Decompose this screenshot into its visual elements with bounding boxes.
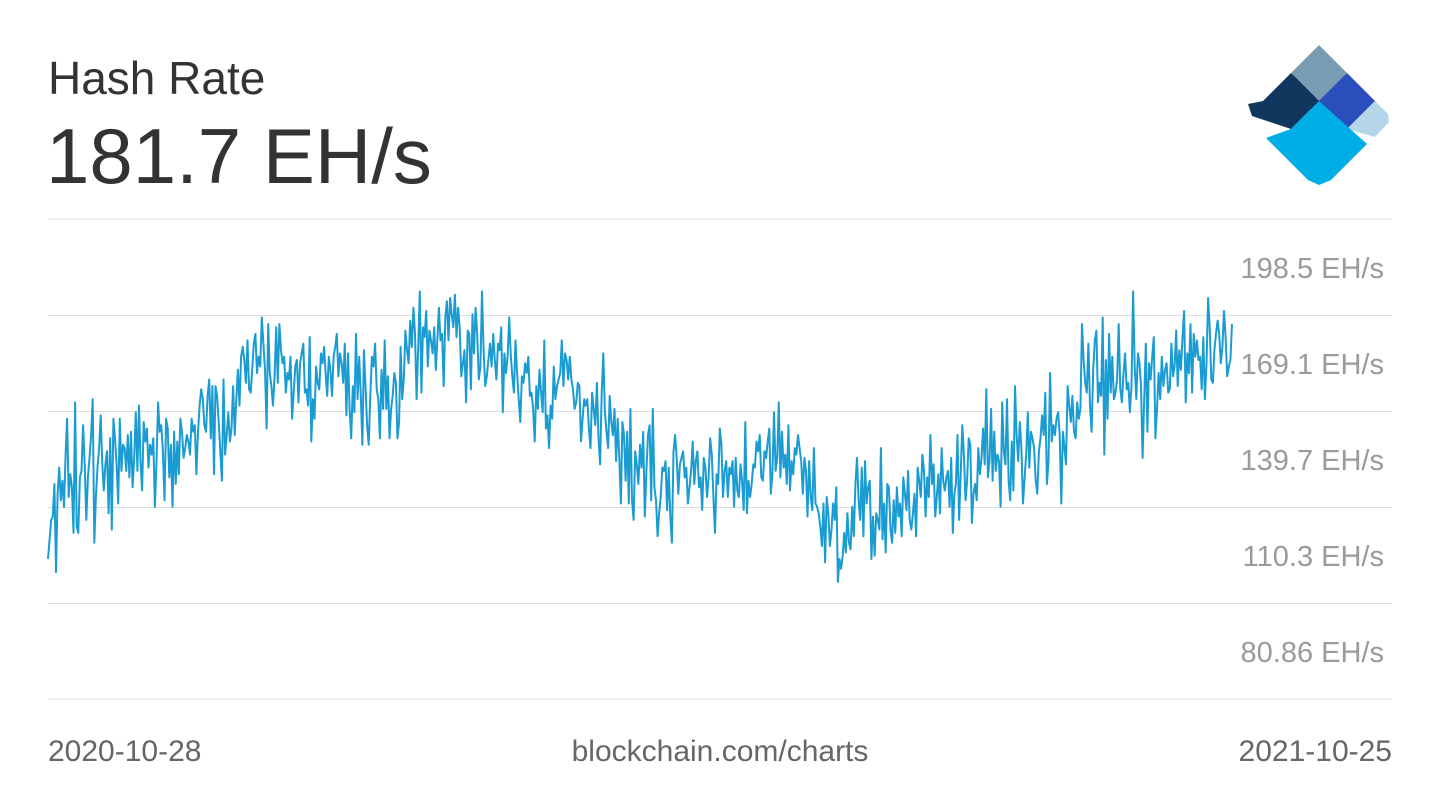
logo-tile-edge	[1347, 101, 1389, 137]
y-axis-ticks: 198.5 EH/s 169.1 EH/s 139.7 EH/s 110.3 EH/s…	[1241, 253, 1384, 669]
y-tick-label: 169.1 EH/s	[1241, 349, 1384, 381]
y-tick-label: 198.5 EH/s	[1241, 253, 1384, 285]
logo-tile-left	[1248, 73, 1319, 129]
blockchain-logo-icon	[1248, 45, 1389, 185]
x-axis-start-label: 2020-10-28	[48, 735, 202, 768]
series-line	[47, 290, 1233, 583]
grid-lines	[48, 218, 1392, 700]
chart-title: Hash Rate	[48, 52, 266, 104]
y-tick-label: 110.3 EH/s	[1243, 541, 1384, 573]
logo-tile-bottom	[1266, 101, 1367, 185]
current-value: 181.7 EH/s	[46, 112, 432, 200]
y-tick-label: 139.7 EH/s	[1241, 445, 1384, 477]
y-tick-label: 80.86 EH/s	[1241, 637, 1384, 669]
x-axis-end-label: 2021-10-25	[1238, 735, 1392, 768]
source-link[interactable]: blockchain.com/charts	[571, 735, 869, 768]
